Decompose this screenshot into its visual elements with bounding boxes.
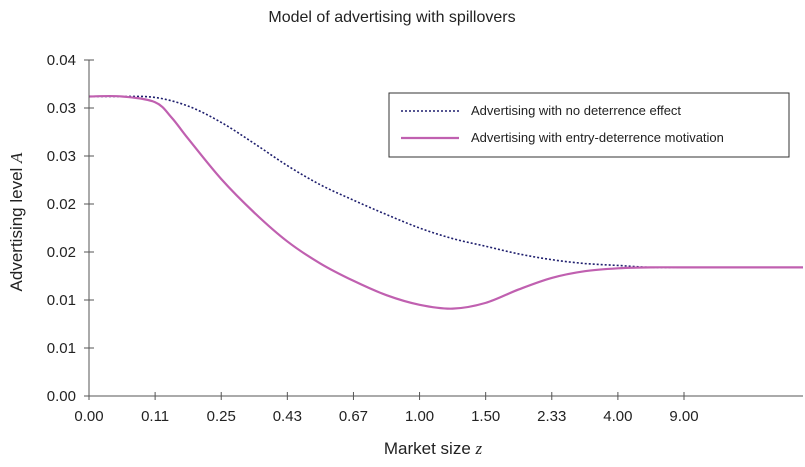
series-entry-deterrence (88, 94, 803, 310)
legend-box (388, 92, 790, 158)
legend-label-entry-deterrence: Advertising with entry-deterrence motiva… (471, 130, 724, 145)
y-tick-label: 0.01 (47, 292, 76, 309)
y-tick-label: 0.00 (47, 388, 76, 405)
x-axis-title: Market size z (384, 439, 483, 458)
y-tick-label: 0.01 (47, 340, 76, 357)
series-layer (88, 94, 803, 310)
y-tick-label: 0.03 (47, 148, 76, 165)
x-tick-label: 0.67 (339, 408, 368, 425)
x-tick-label: 1.00 (405, 408, 434, 425)
y-axis-variable: A (7, 152, 26, 164)
y-axis-ticks: 0.00 0.01 0.01 0.02 0.02 0.03 0.03 0.04 (47, 52, 94, 405)
legend: Advertising with no deterrence effect Ad… (388, 92, 790, 158)
x-tick-label: 2.33 (537, 408, 566, 425)
chart-title: Model of advertising with spillovers (268, 9, 515, 26)
x-tick-label: 9.00 (669, 408, 698, 425)
x-axis-variable: z (475, 439, 483, 458)
x-axis-title-text: Market size (384, 439, 471, 458)
legend-label-no-deterrence: Advertising with no deterrence effect (471, 103, 681, 118)
x-tick-label: 1.50 (471, 408, 500, 425)
x-tick-label: 0.25 (207, 408, 236, 425)
y-axis-title-text: Advertising level (7, 168, 26, 292)
y-axis-title: Advertising level A (7, 152, 26, 292)
x-axis-ticks: 0.00 0.11 0.25 0.43 0.67 1.00 1.50 2.33 4.00 9.00 (74, 392, 699, 425)
x-tick-label: 4.00 (603, 408, 632, 425)
y-tick-label: 0.02 (47, 244, 76, 261)
x-tick-label: 0.11 (141, 408, 169, 425)
x-tick-label: 0.00 (74, 408, 103, 425)
series-no-deterrence (88, 95, 803, 269)
y-tick-label: 0.04 (47, 52, 76, 69)
y-tick-label: 0.03 (47, 100, 76, 117)
y-tick-label: 0.02 (47, 196, 76, 213)
x-tick-label: 0.43 (273, 408, 302, 425)
